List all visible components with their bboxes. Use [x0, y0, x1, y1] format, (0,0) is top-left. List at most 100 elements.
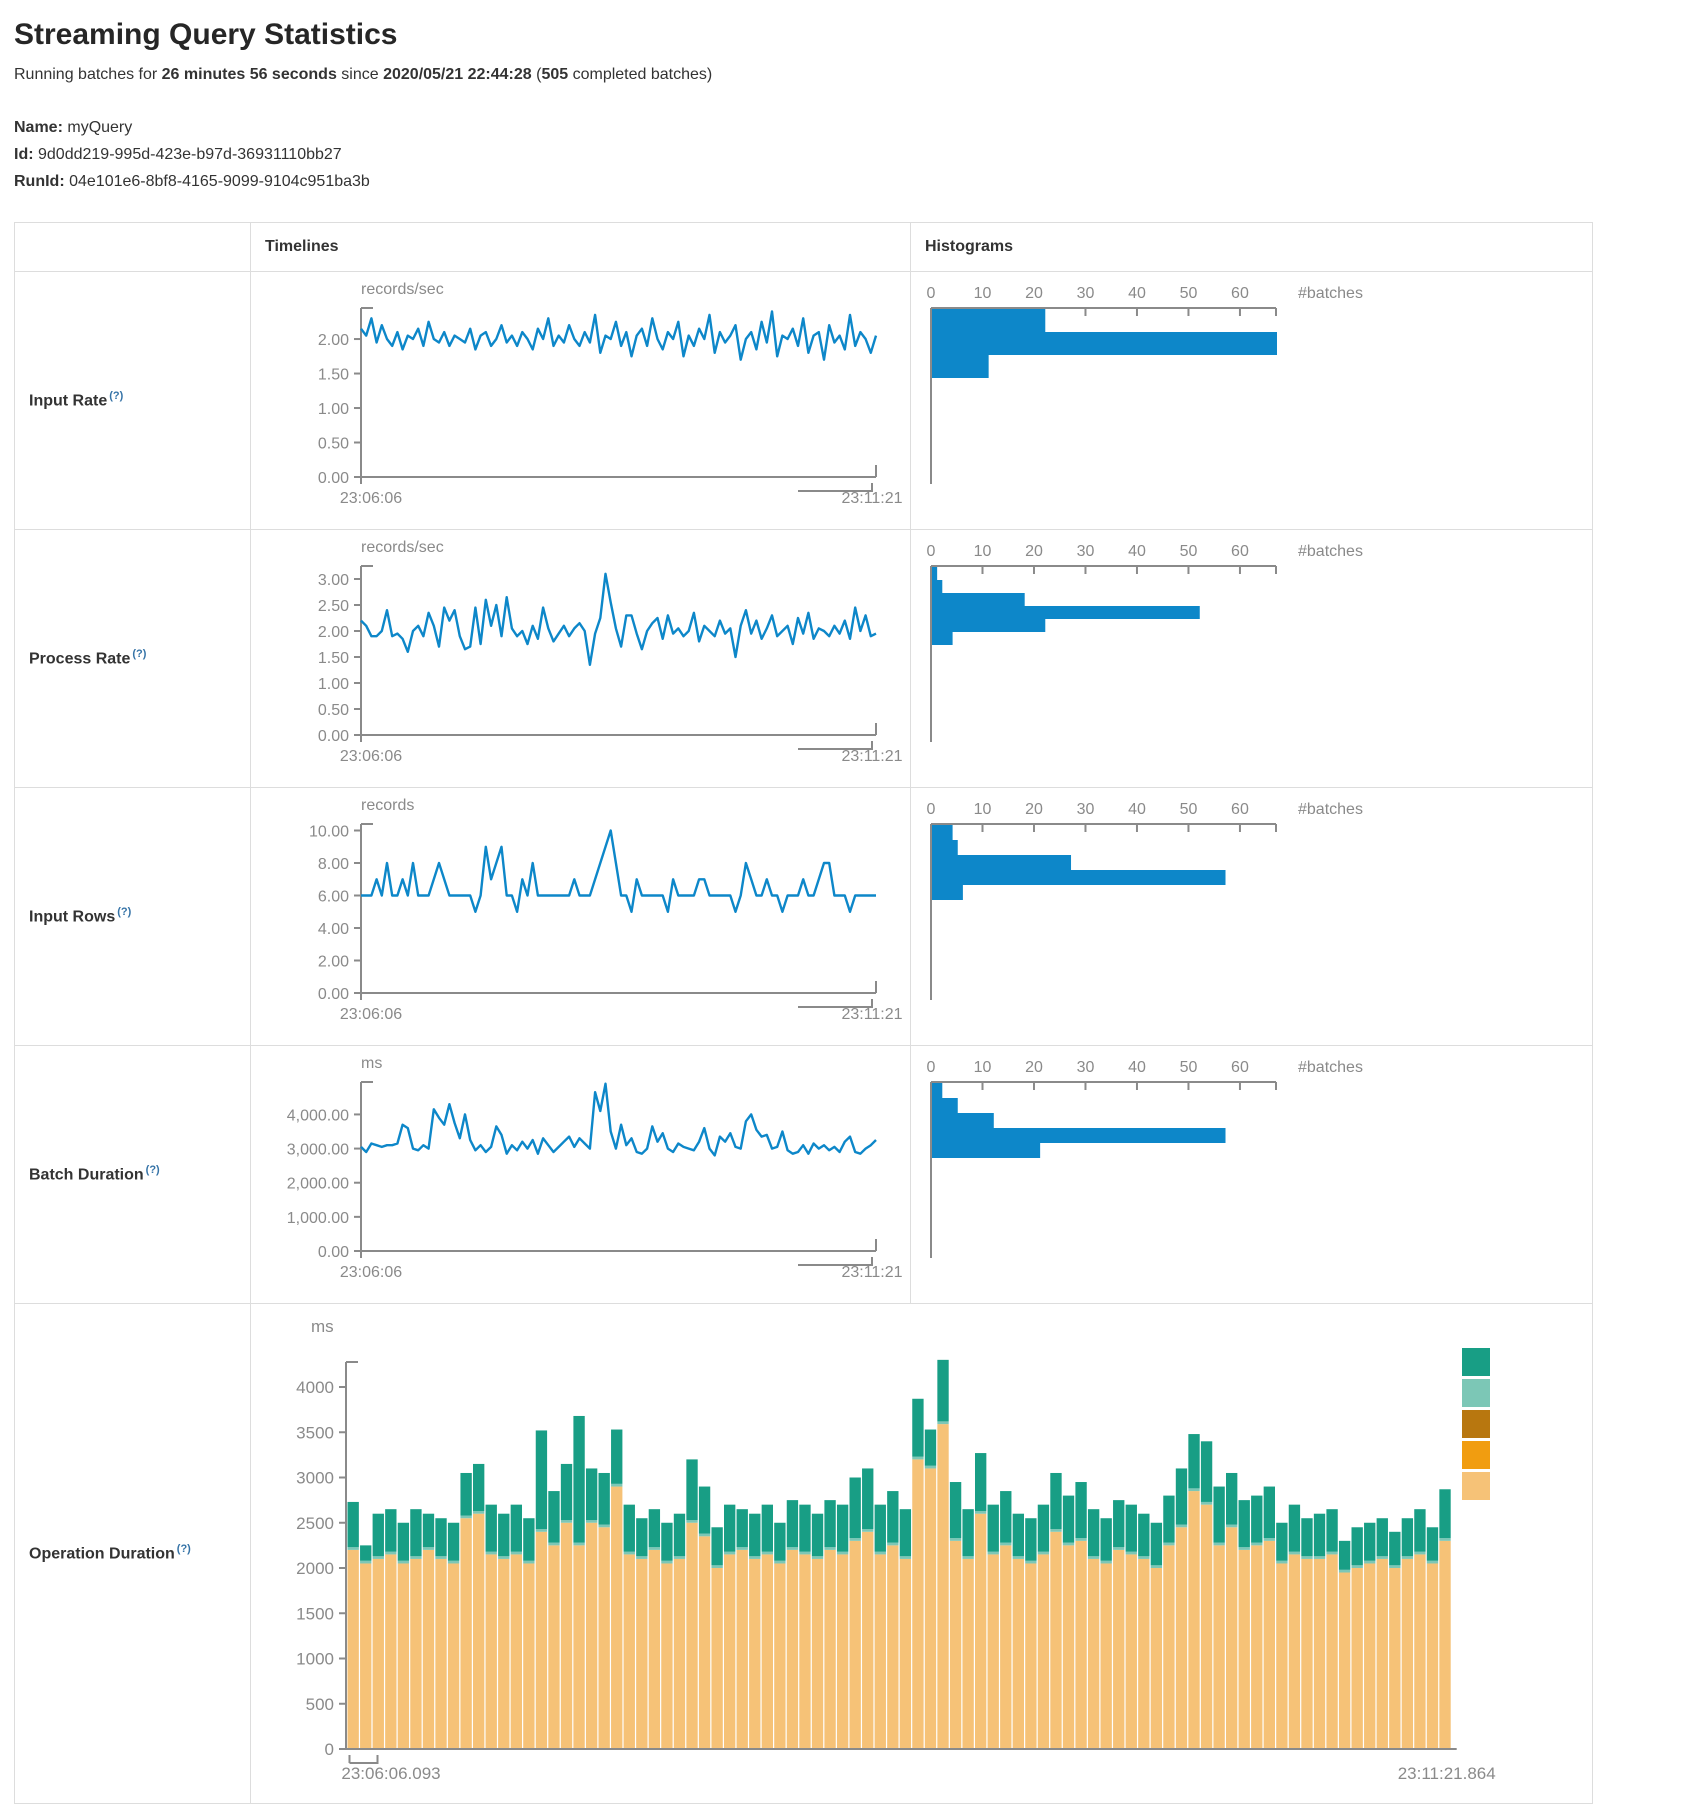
svg-text:23:06:06.093: 23:06:06.093 — [341, 1764, 440, 1783]
svg-text:0: 0 — [927, 801, 936, 818]
batch-duration-timeline-chart: ms 0.00 1,000.00 2,000.00 3,000.00 4,000.00 23… — [287, 1055, 903, 1281]
svg-text:8.00: 8.00 — [318, 856, 349, 873]
query-id-value: 9d0dd219-995d-423e-b97d-36931110bb27 — [38, 146, 342, 164]
svg-text:1,000.00: 1,000.00 — [287, 1209, 349, 1226]
svg-text:0.00: 0.00 — [318, 728, 349, 745]
input-rate-label-cell: Input Rate (?) — [14, 270, 251, 530]
query-runid-value: 04e101e6-8bf8-4165-9099-9104c951ba3b — [69, 173, 370, 191]
svg-text:ms: ms — [361, 1055, 382, 1072]
svg-text:3,000.00: 3,000.00 — [287, 1141, 349, 1158]
query-id-line: Id: 9d0dd219-995d-423e-b97d-36931110bb27 — [14, 146, 342, 164]
svg-text:30: 30 — [1077, 543, 1095, 560]
batch-duration-histogram-chart: 0 10 20 30 40 50 60 #batches — [927, 1059, 1363, 1258]
running-duration: 26 minutes 56 seconds — [161, 66, 337, 83]
svg-text:60: 60 — [1231, 801, 1249, 818]
operation-duration-help-icon[interactable]: (?) — [176, 1542, 191, 1555]
legend-swatch-2 — [1462, 1409, 1490, 1438]
svg-text:23:11:21: 23:11:21 — [841, 1006, 902, 1023]
svg-text:30: 30 — [1077, 1059, 1095, 1076]
svg-text:23:06:06: 23:06:06 — [340, 1264, 402, 1281]
svg-text:23:11:21.864: 23:11:21.864 — [1398, 1764, 1496, 1783]
input-rate-histogram-cell: 0 10 20 30 40 50 60 #batches — [910, 270, 1593, 530]
input-rows-histogram-chart: 0 10 20 30 40 50 60 #batches — [927, 801, 1363, 1000]
svg-text:10: 10 — [974, 285, 992, 302]
svg-text:0.50: 0.50 — [318, 435, 349, 452]
svg-text:0: 0 — [325, 1740, 334, 1759]
completed-batches-count: 505 — [541, 66, 569, 83]
svg-text:1000: 1000 — [296, 1649, 334, 1668]
histograms-column-header: Histograms — [910, 221, 1593, 272]
svg-text:23:11:21: 23:11:21 — [841, 1264, 902, 1281]
svg-text:2.50: 2.50 — [318, 598, 349, 615]
legend-swatch-3 — [1462, 1440, 1490, 1469]
svg-text:40: 40 — [1128, 801, 1146, 818]
input-rows-row: Input Rows (?) records 0.00 2.00 4.00 6.00 8.0… — [14, 786, 1593, 1046]
svg-text:4.00: 4.00 — [318, 921, 349, 938]
running-batches-summary: Running batches for 26 minutes 56 second… — [14, 66, 713, 83]
svg-text:2.00: 2.00 — [318, 953, 349, 970]
svg-text:0.00: 0.00 — [318, 986, 349, 1003]
svg-text:0.00: 0.00 — [318, 470, 349, 487]
process-rate-label-cell: Process Rate (?) — [14, 528, 251, 788]
batch-duration-histogram-cell: 0 10 20 30 40 50 60 #batches — [910, 1044, 1593, 1304]
svg-text:40: 40 — [1128, 543, 1146, 560]
input-rows-help-icon[interactable]: (?) — [117, 905, 132, 918]
svg-text:20: 20 — [1025, 543, 1043, 560]
svg-text:1.50: 1.50 — [318, 366, 349, 383]
svg-text:2000: 2000 — [296, 1559, 334, 1578]
svg-text:4000: 4000 — [296, 1378, 334, 1397]
svg-text:30: 30 — [1077, 801, 1095, 818]
svg-text:40: 40 — [1128, 1059, 1146, 1076]
process-rate-histogram-chart: 0 10 20 30 40 50 60 #batches — [927, 543, 1363, 742]
svg-text:30: 30 — [1077, 285, 1095, 302]
operation-duration-row: Operation Duration (?) ms 0 500 1000 1500 2000… — [14, 1302, 1593, 1804]
svg-text:500: 500 — [306, 1694, 334, 1713]
svg-text:60: 60 — [1231, 543, 1249, 560]
process-rate-help-icon[interactable]: (?) — [132, 647, 147, 660]
batch-duration-row: Batch Duration (?) ms 0.00 1,000.00 2,000.00… — [14, 1044, 1593, 1304]
svg-text:20: 20 — [1025, 1059, 1043, 1076]
legend-swatch-4 — [1462, 1471, 1490, 1500]
svg-text:60: 60 — [1231, 1059, 1249, 1076]
svg-text:3500: 3500 — [296, 1423, 334, 1442]
svg-text:10.00: 10.00 — [309, 823, 349, 840]
svg-text:2.00: 2.00 — [318, 624, 349, 641]
svg-text:6.00: 6.00 — [318, 888, 349, 905]
input-rows-label-cell: Input Rows (?) — [14, 786, 251, 1046]
svg-text:2.00: 2.00 — [318, 332, 349, 349]
input-rate-row: Input Rate (?) records/sec 0.00 0.50 1.00 1.5… — [14, 270, 1593, 530]
input-rate-timeline-cell: records/sec 0.00 0.50 1.00 1.50 2.00 23:06:06 2… — [250, 270, 911, 530]
legend-swatch-1 — [1462, 1378, 1490, 1407]
input-rows-timeline-chart: records 0.00 2.00 4.00 6.00 8.00 10.00 23:06:06… — [309, 797, 903, 1023]
operation-duration-label-cell: Operation Duration (?) — [14, 1302, 251, 1804]
input-rate-timeline-chart: records/sec 0.00 0.50 1.00 1.50 2.00 23:06:06 2… — [318, 281, 903, 507]
svg-text:records/sec: records/sec — [361, 539, 444, 556]
svg-text:23:06:06: 23:06:06 — [340, 490, 402, 507]
statistics-table: Timelines Histograms Input Rate (?) recor… — [14, 221, 1593, 1804]
process-rate-timeline-cell: records/sec 0.00 0.50 1.00 1.50 2.00 2.50 3.00 2… — [250, 528, 911, 788]
batch-duration-help-icon[interactable]: (?) — [145, 1163, 160, 1176]
page-title: Streaming Query Statistics — [14, 18, 398, 51]
svg-text:1.00: 1.00 — [318, 401, 349, 418]
svg-text:10: 10 — [974, 543, 992, 560]
table-header-row: Timelines Histograms — [14, 221, 1593, 272]
svg-text:60: 60 — [1231, 285, 1249, 302]
process-rate-timeline-chart: records/sec 0.00 0.50 1.00 1.50 2.00 2.50 3.00 2… — [318, 539, 903, 765]
input-rate-histogram-chart: 0 10 20 30 40 50 60 #batches — [927, 285, 1363, 484]
svg-text:20: 20 — [1025, 801, 1043, 818]
start-timestamp: 2020/05/21 22:44:28 — [383, 66, 532, 83]
svg-text:#batches: #batches — [1298, 801, 1363, 818]
svg-text:1500: 1500 — [296, 1604, 334, 1623]
svg-text:50: 50 — [1180, 1059, 1198, 1076]
query-name-line: Name: myQuery — [14, 119, 133, 136]
operation-duration-legend — [1462, 1347, 1490, 1500]
svg-text:#batches: #batches — [1298, 543, 1363, 560]
empty-header-cell — [14, 221, 251, 272]
process-rate-histogram-cell: 0 10 20 30 40 50 60 #batches — [910, 528, 1593, 788]
svg-text:#batches: #batches — [1298, 1059, 1363, 1076]
batch-duration-label-cell: Batch Duration (?) — [14, 1044, 251, 1304]
input-rate-help-icon[interactable]: (?) — [109, 389, 124, 402]
svg-text:0: 0 — [927, 1059, 936, 1076]
svg-text:2,000.00: 2,000.00 — [287, 1175, 349, 1192]
